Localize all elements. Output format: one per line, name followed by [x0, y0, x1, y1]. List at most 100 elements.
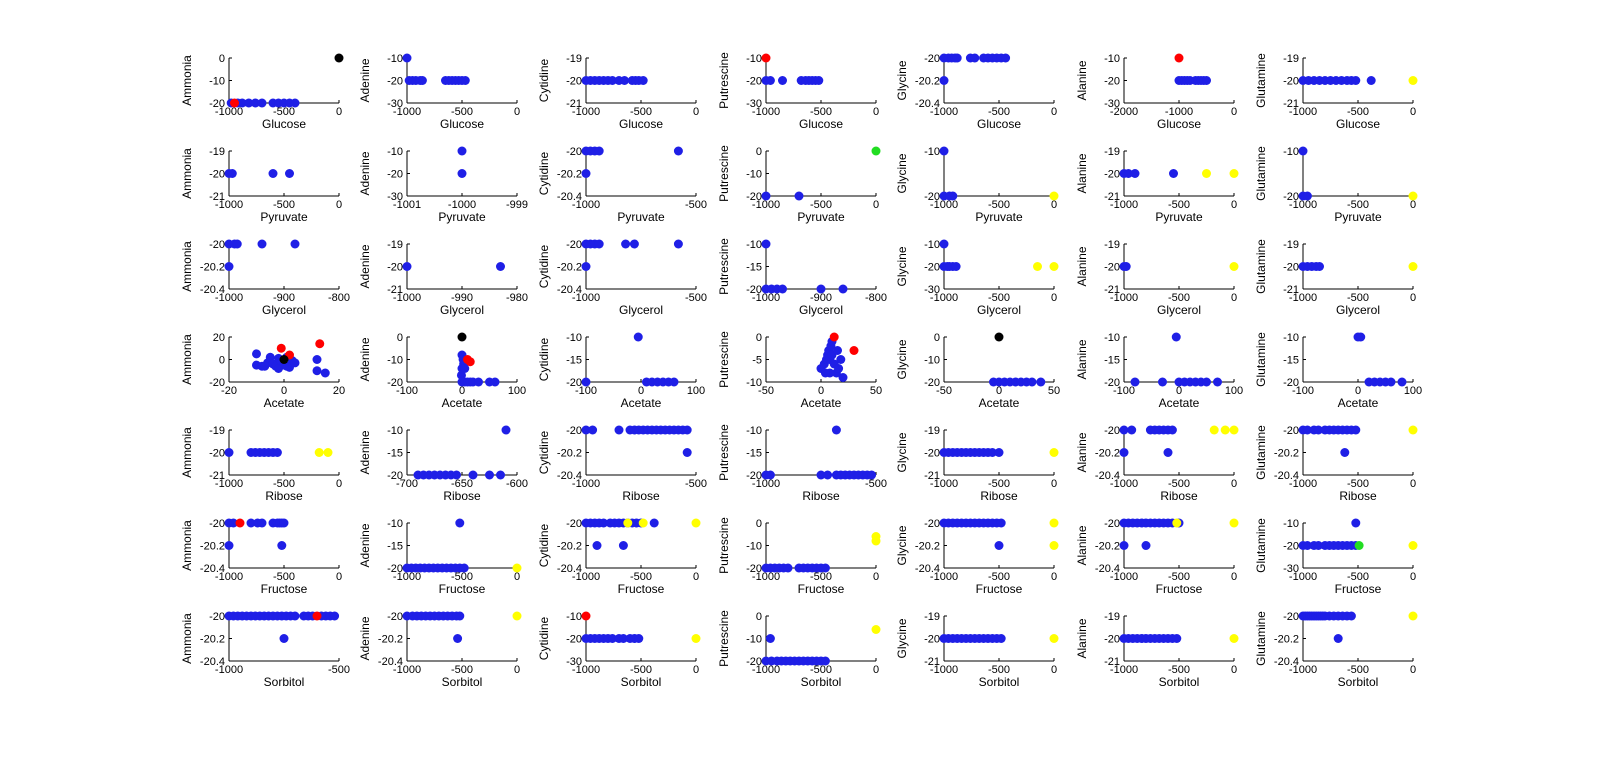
x-tick-label: -1000 — [393, 664, 421, 676]
subplot: -1000 -500 0 -21 -20 -19 Ribose Ammonia — [180, 425, 342, 503]
subplot: -1000 -500 0 -21 -20 -19 Pyruvate Alanine — [1075, 146, 1239, 224]
x-tick-label: -500 — [685, 292, 707, 304]
x-tick-label: -500 — [1347, 199, 1369, 211]
subplot: -100 0 100 -20 -15 -10 Acetate Cytidine — [537, 332, 705, 410]
y-tick-label: -19 — [1104, 239, 1120, 251]
x-tick-label: -1000 — [930, 478, 958, 490]
y-tick-label: -10 — [387, 425, 403, 437]
y-tick-label: -20.2 — [1095, 448, 1120, 460]
subplot: -1000 -500 0 -20.4 -20.2 -20 Fructose Alanine — [1075, 518, 1239, 596]
y-axis-label: Putrescine — [717, 238, 731, 295]
y-tick-label: -20 — [1283, 76, 1299, 88]
y-tick-label: -10 — [209, 76, 225, 88]
data-point — [820, 368, 830, 378]
y-tick-label: -20 — [209, 377, 225, 389]
x-tick-label: 100 — [508, 385, 526, 397]
x-tick-label: -500 — [451, 571, 473, 583]
data-point — [496, 470, 505, 480]
x-tick-label: -500 — [630, 571, 652, 583]
x-tick-label: 0 — [1231, 199, 1237, 211]
y-tick-label: -20 — [387, 563, 403, 575]
y-tick-label: -20 — [566, 634, 582, 646]
x-tick-label: -1000 — [572, 478, 600, 490]
data-point — [838, 284, 848, 294]
x-tick-label: -500 — [1168, 292, 1190, 304]
data-point — [452, 470, 461, 480]
x-axis-label: Glycerol — [799, 303, 843, 317]
y-tick-label: 0 — [219, 355, 225, 367]
x-axis-label: Glycerol — [262, 303, 306, 317]
data-point — [1351, 518, 1361, 528]
data-point — [620, 76, 629, 85]
x-tick-label: -500 — [1168, 478, 1190, 490]
data-point — [402, 53, 412, 63]
subplot: -1000 -500 0 -21 -20 -19 Pyruvate Ammonia — [180, 146, 342, 224]
y-tick-label: -10 — [1283, 146, 1299, 158]
data-point — [501, 425, 511, 435]
subplot: -1000 -500 0 -20.4 -20.2 -20 Ribose Alanine — [1075, 425, 1239, 503]
y-tick-label: -21 — [209, 470, 225, 482]
y-tick-label: -10 — [746, 541, 762, 553]
y-tick-label: -20 — [924, 53, 940, 65]
x-tick-label: -1000 — [572, 106, 600, 118]
y-tick-label: -20 — [1283, 425, 1299, 437]
subplot: -1000 -500 0 -20.4 -20.2 -20 Glucose Glycine — [895, 53, 1057, 131]
data-point — [673, 146, 683, 156]
x-tick-label: -500 — [988, 478, 1010, 490]
y-tick-label: -19 — [924, 425, 940, 437]
y-tick-label: -21 — [1283, 98, 1299, 110]
data-point — [265, 352, 275, 362]
y-tick-label: -20 — [566, 377, 582, 389]
data-point — [581, 169, 591, 178]
data-point — [1351, 425, 1361, 435]
x-tick-label: -1000 — [215, 571, 243, 583]
y-tick-label: -10 — [566, 332, 582, 344]
y-tick-label: -20 — [746, 76, 762, 88]
x-tick-label: -800 — [328, 292, 350, 304]
data-point — [334, 53, 344, 63]
y-tick-label: -19 — [1104, 611, 1120, 623]
subplot: -1000 -500 0 -21 -20 -19 Glucose Glutamine — [1254, 53, 1418, 131]
y-tick-label: -20.4 — [1274, 470, 1299, 482]
x-tick-label: -1000 — [1110, 571, 1138, 583]
y-axis-label: Alanine — [1075, 153, 1089, 193]
x-tick-label: 100 — [687, 385, 705, 397]
x-tick-label: 0 — [336, 106, 342, 118]
data-point — [1229, 169, 1239, 178]
y-axis-label: Putrescine — [717, 610, 731, 667]
x-tick-label: 0 — [336, 199, 342, 211]
y-tick-label: -20 — [746, 470, 762, 482]
y-tick-label: -21 — [1104, 284, 1120, 296]
x-tick-label: -650 — [451, 478, 473, 490]
y-tick-label: 0 — [756, 146, 762, 158]
data-point — [836, 355, 846, 364]
x-tick-label: -1000 — [752, 292, 780, 304]
subplot: -1000 -900 -800 -20 -15 -10 Glycerol Putrescine — [717, 238, 887, 317]
data-point — [1130, 377, 1140, 387]
y-tick-label: -20.2 — [915, 76, 940, 88]
x-tick-label: -1000 — [1289, 292, 1317, 304]
x-tick-label: -1000 — [930, 664, 958, 676]
y-tick-label: 20 — [213, 332, 225, 344]
y-tick-label: -20 — [746, 191, 762, 203]
y-tick-label: -20.4 — [1095, 470, 1120, 482]
x-tick-label: -900 — [273, 292, 295, 304]
data-point — [1386, 377, 1396, 387]
subplot: -1000 -500 0 -20.4 -20.2 -20 Sorbitol Glutamine — [1254, 611, 1418, 689]
y-tick-label: -10 — [387, 146, 403, 158]
y-tick-label: -15 — [387, 448, 403, 460]
data-point — [276, 343, 286, 353]
data-point — [250, 98, 260, 108]
x-axis-label: Glucose — [262, 117, 306, 131]
data-point — [614, 425, 624, 435]
y-tick-label: -10 — [746, 169, 762, 181]
data-point — [252, 349, 261, 359]
y-axis-label: Adenine — [358, 430, 372, 474]
x-tick-label: -1000 — [752, 106, 780, 118]
data-point — [228, 518, 238, 528]
y-tick-label: -15 — [1104, 355, 1120, 367]
x-axis-label: Fructose — [618, 582, 665, 596]
y-tick-label: -20 — [566, 146, 582, 158]
